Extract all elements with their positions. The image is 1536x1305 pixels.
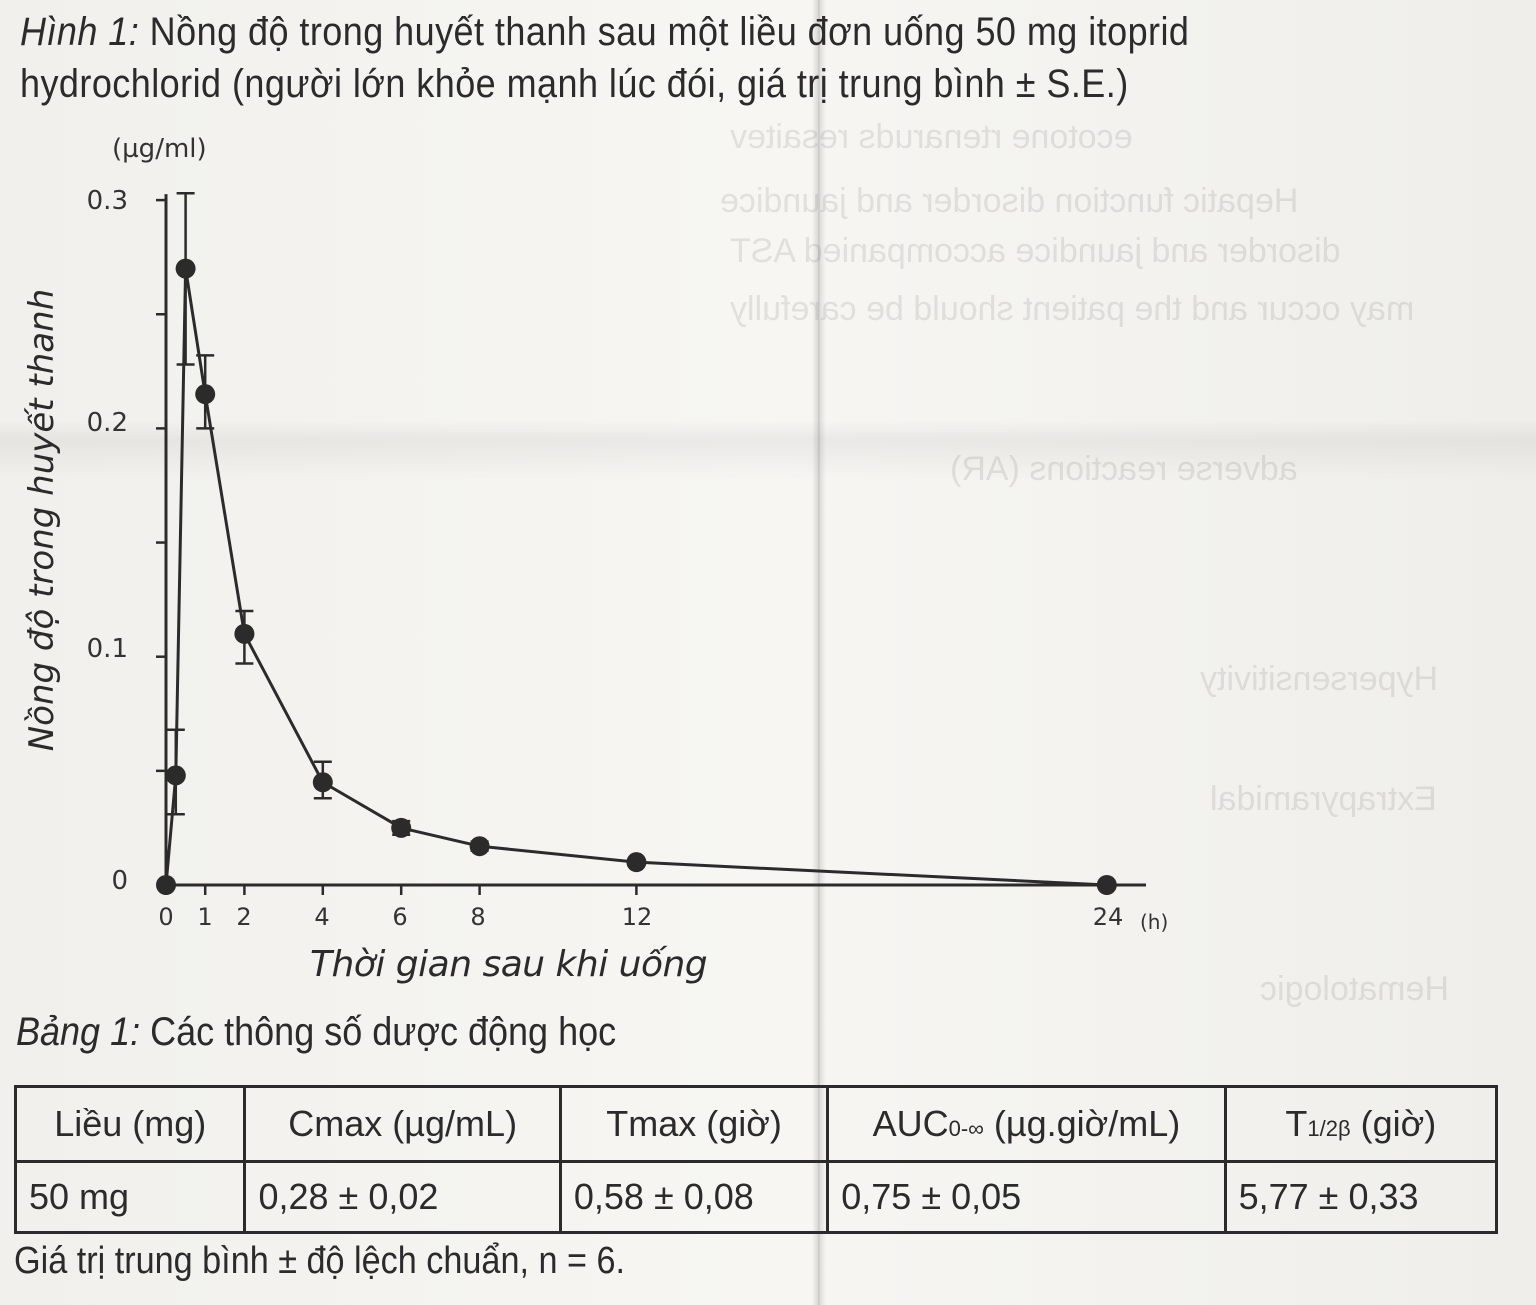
plot-series: [156, 192, 1117, 895]
header-auc-label: AUC: [872, 1103, 949, 1144]
cell-cmax: 0,28 ± 0,02: [243, 1160, 562, 1234]
x-axis-unit: (h): [1140, 910, 1169, 934]
figure-caption-label: Hình 1:: [20, 10, 140, 54]
header-auc-unit: (µg.giờ/mL): [983, 1103, 1181, 1144]
data-point-marker: [156, 875, 176, 895]
table-caption: Bảng 1: Các thông số dược động học: [16, 1010, 616, 1055]
x-tick-label: 24: [1092, 903, 1124, 931]
y-tick-label: 0.1: [86, 634, 128, 664]
data-point-marker: [469, 836, 490, 857]
data-point-marker: [626, 852, 647, 873]
header-tmax: Tmax (giờ): [558, 1085, 830, 1163]
cell-tmax: 0,58 ± 0,08: [558, 1160, 830, 1234]
header-dose-label: Liều (mg): [54, 1103, 207, 1144]
data-point-marker: [312, 772, 333, 793]
table-footnote: Giá trị trung bình ± độ lệch chuẩn, n = …: [14, 1240, 626, 1282]
data-point-marker: [391, 817, 412, 838]
header-auc-subscript: 0-∞: [948, 1116, 984, 1141]
x-axis-title: Thời gian sau khi uống: [310, 944, 708, 985]
table-header-row: Liều (mg) Cmax (µg/mL) Tmax (giờ) AUC0-∞…: [13, 1085, 1499, 1163]
y-axis-unit: (µg/ml): [112, 134, 207, 164]
table-caption-label: Bảng 1:: [16, 1010, 141, 1054]
cell-dose: 50 mg: [13, 1160, 247, 1234]
series-line: [164, 267, 1107, 887]
header-cmax-label: Cmax (µg/mL): [288, 1103, 518, 1144]
cell-half-life: 5,77 ± 0,33: [1223, 1160, 1499, 1234]
table-caption-text: Các thông số dược động học: [150, 1010, 617, 1054]
x-tick-label: 0: [158, 903, 174, 931]
figure-caption-text: Nồng độ trong huyết thanh sau một liều đ…: [20, 10, 1190, 106]
y-tick-label: 0: [111, 866, 128, 896]
data-point-marker: [234, 623, 255, 644]
data-point-marker: [1096, 875, 1117, 895]
data-point-marker: [165, 765, 186, 786]
x-tick-label: 8: [470, 903, 486, 931]
pharmacokinetics-table: Liều (mg) Cmax (µg/mL) Tmax (giờ) AUC0-∞…: [13, 1085, 1499, 1234]
x-tick-label: 6: [392, 903, 408, 931]
header-auc: AUC0-∞ (µg.giờ/mL): [826, 1085, 1227, 1163]
header-half-life-subscript: 1/2β: [1307, 1116, 1351, 1141]
cell-auc: 0,75 ± 0,05: [826, 1160, 1227, 1234]
concentration-time-plot: [156, 192, 1146, 895]
header-cmax: Cmax (µg/mL): [243, 1085, 562, 1163]
header-half-life: T1/2β (giờ): [1223, 1085, 1499, 1163]
x-tick-label: 12: [621, 903, 653, 931]
plot-axes: [156, 194, 1146, 895]
table-row: 50 mg 0,28 ± 0,02 0,58 ± 0,08 0,75 ± 0,0…: [13, 1160, 1499, 1234]
figure-caption: Hình 1: Nồng độ trong huyết thanh sau mộ…: [20, 6, 1352, 110]
header-half-life-label: T: [1285, 1103, 1308, 1144]
data-point-marker: [195, 384, 216, 405]
page-fold-shadow: [812, 0, 826, 1305]
x-tick-label: 1: [197, 903, 213, 931]
y-tick-label: 0.2: [86, 408, 128, 438]
header-half-life-unit: (giờ): [1350, 1103, 1437, 1144]
x-tick-label: 4: [314, 903, 330, 931]
x-tick-label: 2: [236, 903, 252, 931]
header-tmax-label: Tmax (giờ): [606, 1103, 782, 1144]
header-dose: Liều (mg): [13, 1085, 247, 1163]
y-tick-label: 0.3: [86, 186, 128, 216]
data-point-marker: [175, 258, 196, 279]
